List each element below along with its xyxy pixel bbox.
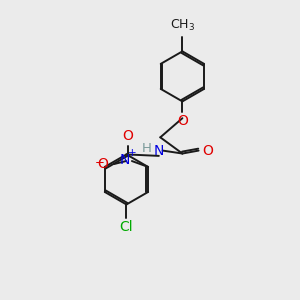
Text: O: O <box>202 144 213 158</box>
Text: O: O <box>98 157 108 171</box>
Text: N: N <box>154 144 164 158</box>
Text: +: + <box>128 148 137 158</box>
Text: −: − <box>94 156 104 169</box>
Text: CH$_3$: CH$_3$ <box>170 18 195 33</box>
Text: Cl: Cl <box>120 220 133 234</box>
Text: O: O <box>122 129 133 143</box>
Text: O: O <box>177 114 188 128</box>
Text: N: N <box>119 154 130 167</box>
Text: H: H <box>142 142 152 155</box>
